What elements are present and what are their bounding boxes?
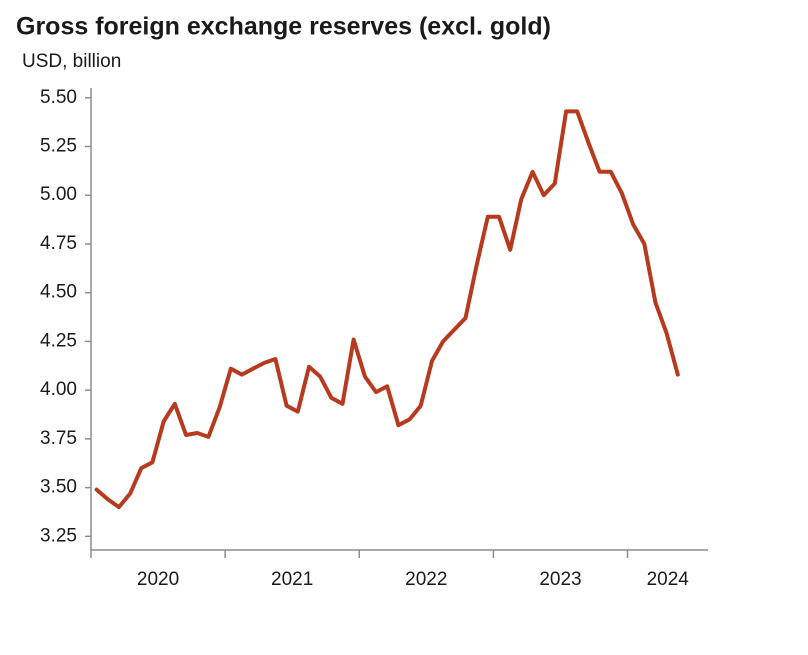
chart-title: Gross foreign exchange reserves (excl. g… xyxy=(16,13,551,41)
data-line xyxy=(94,109,680,510)
x-tick-label: 2023 xyxy=(539,569,581,590)
y-tick-label: 5.25 xyxy=(40,135,77,156)
y-tick-label: 4.75 xyxy=(40,233,77,254)
x-tick-label: 2021 xyxy=(271,569,313,590)
y-tick-label: 5.50 xyxy=(40,87,77,108)
y-tick-label: 3.75 xyxy=(40,428,77,449)
y-tick-label: 5.00 xyxy=(40,184,77,205)
y-tick-label: 3.25 xyxy=(40,525,77,546)
x-tick-label: 2022 xyxy=(405,569,447,590)
y-tick-label: 4.25 xyxy=(40,330,77,351)
x-tick-label: 2024 xyxy=(647,569,690,590)
y-tick-label: 4.50 xyxy=(40,282,77,303)
y-tick-label: 3.50 xyxy=(40,477,77,498)
chart-subtitle: USD, billion xyxy=(22,51,121,72)
x-tick-label: 2020 xyxy=(137,569,179,590)
y-tick-label: 4.00 xyxy=(40,379,77,400)
